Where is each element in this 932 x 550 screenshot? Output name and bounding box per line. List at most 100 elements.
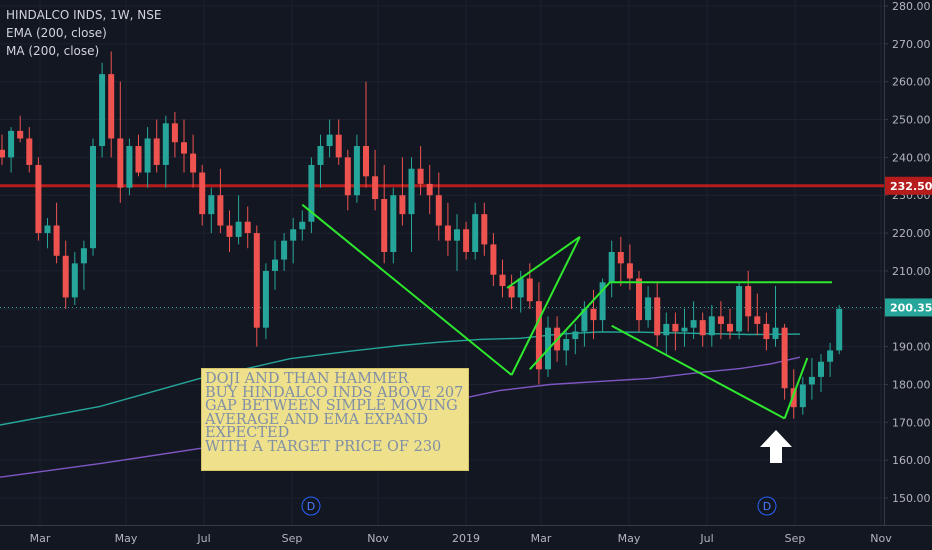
candle-up <box>317 146 324 165</box>
candle-down <box>153 138 160 165</box>
candle-down <box>53 225 60 256</box>
candle-down <box>35 164 42 234</box>
candle-up <box>144 138 151 173</box>
candle-down <box>417 168 424 184</box>
candle-down <box>481 214 488 245</box>
time-tick-label: May <box>115 532 138 545</box>
candle-up <box>645 297 652 321</box>
candle-up <box>517 278 524 298</box>
candle-up <box>663 323 670 336</box>
candle-up <box>818 361 824 377</box>
candle-down <box>217 195 224 226</box>
candle-up <box>44 225 51 234</box>
candle-down <box>745 286 752 317</box>
price-tick-label: 160.00 <box>892 454 931 467</box>
candle-down <box>17 130 24 139</box>
candle-down <box>490 244 497 275</box>
trade-idea-note: DOJI AND THAN HAMMER BUY HINDALCO INDS A… <box>201 368 469 471</box>
candle-down <box>508 286 515 298</box>
candle-up <box>472 214 479 252</box>
candle-down <box>171 123 178 143</box>
trendline-falling <box>301 203 513 376</box>
chart-legend: HINDALCO INDS, 1W, NSE EMA (200, close) … <box>6 6 161 60</box>
candle-down <box>199 172 206 215</box>
candlesticks <box>0 51 843 419</box>
time-tick-label: Nov <box>367 532 389 545</box>
candle-down <box>717 316 724 324</box>
candle-down <box>426 183 433 196</box>
price-tick-label: 210.00 <box>892 265 931 278</box>
candle-up <box>799 384 806 408</box>
candle-down <box>499 274 506 287</box>
candle-up <box>581 308 588 332</box>
candle-down <box>381 199 388 252</box>
candle-down <box>344 157 351 196</box>
candle-up <box>162 123 169 165</box>
trendline-inner <box>529 281 611 371</box>
up-arrow-icon <box>760 430 792 463</box>
dividend-marker <box>301 496 321 516</box>
candle-down <box>0 149 5 158</box>
candle-down <box>763 323 770 340</box>
time-tick-label: Mar <box>30 532 51 545</box>
ema-indicator-label[interactable]: EMA (200, close) <box>6 26 107 40</box>
price-axis-background <box>884 0 932 550</box>
current-price-tag: 200.35 <box>890 301 932 314</box>
dividend-marker-label: D <box>307 500 315 513</box>
candle-down <box>526 278 533 302</box>
candle-up <box>736 286 743 332</box>
ma-indicator-label[interactable]: MA (200, close) <box>6 44 100 58</box>
dividend-marker-label: D <box>763 500 771 513</box>
price-tick-label: 150.00 <box>892 492 931 505</box>
time-tick-label: Jul <box>196 532 210 545</box>
candle-up <box>326 134 333 147</box>
candle-down <box>754 316 761 324</box>
candle-down <box>463 229 470 252</box>
candle-down <box>26 138 33 165</box>
time-axis: Mar May Jul Sep Nov 2019 Mar May Jul Sep Nov <box>0 525 932 545</box>
resistance-price-tag: 232.50 <box>890 180 932 193</box>
candle-down <box>617 252 624 264</box>
price-axis: 280.00270.00260.00250.00240.00230.00220.… <box>884 0 932 550</box>
candle-down <box>226 225 233 237</box>
candle-up <box>262 270 269 328</box>
candle-up <box>772 327 779 340</box>
price-tick-label: 170.00 <box>892 416 931 429</box>
time-tick-label: Sep <box>785 532 806 545</box>
candle-down <box>399 195 406 215</box>
candle-down <box>699 320 706 336</box>
note-line: DOJI AND THAN HAMMER <box>205 371 409 387</box>
candle-up <box>8 130 15 158</box>
candle-up <box>299 221 306 230</box>
candle-down <box>590 308 597 321</box>
candle-up <box>681 327 688 332</box>
candle-down <box>781 327 788 389</box>
candle-down <box>135 146 142 173</box>
price-tick-label: 220.00 <box>892 227 931 240</box>
candle-up <box>272 259 278 271</box>
price-tick-label: 180.00 <box>892 378 931 391</box>
price-tick-label: 190.00 <box>892 341 931 354</box>
symbol-title[interactable]: HINDALCO INDS, 1W, NSE <box>6 8 162 22</box>
candle-up <box>353 146 360 196</box>
time-tick-label: Nov <box>870 532 892 545</box>
candle-up <box>563 339 570 351</box>
candle-up <box>71 263 78 298</box>
candle-down <box>253 233 260 328</box>
candle-down <box>444 225 451 241</box>
trendline-rising <box>510 236 581 376</box>
candle-up <box>235 221 242 237</box>
candle-down <box>335 134 342 158</box>
candle-up <box>308 164 315 222</box>
candle-up <box>80 248 87 264</box>
candle-down <box>244 221 251 234</box>
candle-up <box>208 195 215 215</box>
current-price-tag-bg <box>885 298 932 317</box>
note-line: AVERAGE AND EMA EXPAND <box>205 411 428 428</box>
note-line: WITH A TARGET PRICE OF 230 <box>205 438 442 455</box>
candle-down <box>117 138 124 188</box>
time-tick-label: May <box>618 532 641 545</box>
candle-up <box>836 308 843 351</box>
dividend-marker <box>757 496 777 516</box>
